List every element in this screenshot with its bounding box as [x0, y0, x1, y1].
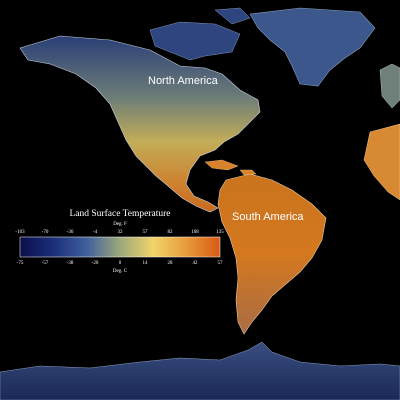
legend-tick-c-8: 57: [218, 261, 224, 266]
legend-tick-c-7: 42: [193, 261, 199, 266]
legend-tick-f-6: 82: [168, 230, 174, 235]
legend-tick-f-8: 135: [216, 230, 224, 235]
legend-tick-c-6: 28: [168, 261, 174, 266]
legend-color-bar: [19, 236, 221, 258]
legend-unit-fahrenheit: Deg. F: [113, 222, 127, 227]
legend-unit-celsius: Deg. C: [113, 269, 128, 274]
legend-tick-c-3: -20: [92, 261, 99, 266]
legend-tick-f-7: 108: [191, 230, 199, 235]
north-america-landmass: [19, 35, 261, 213]
temperature-legend: Land Surface Temperature Deg. F -103 -70-…: [15, 208, 224, 274]
legend-ticks-fahrenheit: -103 -70 -36 -4 32 57 82 108 135: [15, 230, 224, 235]
legend-tick-f-3: -4: [93, 230, 98, 235]
africa-edge-landmass: [363, 123, 400, 201]
legend-tick-f-0: -103: [15, 230, 25, 235]
legend-tick-f-1: -70: [42, 230, 49, 235]
region-label-north-america: North America: [148, 75, 219, 87]
legend-tick-c-1: -57: [42, 261, 49, 266]
europe-edge-landmass: [379, 63, 400, 109]
legend-tick-c-4: 0: [119, 261, 122, 266]
legend-ticks-celsius: -75 -57 -38 -20 0 14 28 42 57: [17, 261, 223, 266]
arctic-islands: [149, 7, 251, 61]
legend-title: Land Surface Temperature: [70, 208, 171, 219]
greenland-landmass: [249, 7, 376, 87]
south-america-landmass: [217, 173, 327, 335]
antarctica-landmass: [0, 341, 400, 400]
legend-tick-c-2: -38: [67, 261, 74, 266]
legend-tick-f-2: -36: [67, 230, 74, 235]
legend-tick-c-5: 14: [143, 261, 149, 266]
legend-tick-f-4: 32: [118, 230, 124, 235]
legend-tick-c-0: -75: [17, 261, 24, 266]
legend-tick-f-5: 57: [143, 230, 149, 235]
region-label-south-america: South America: [232, 211, 304, 223]
